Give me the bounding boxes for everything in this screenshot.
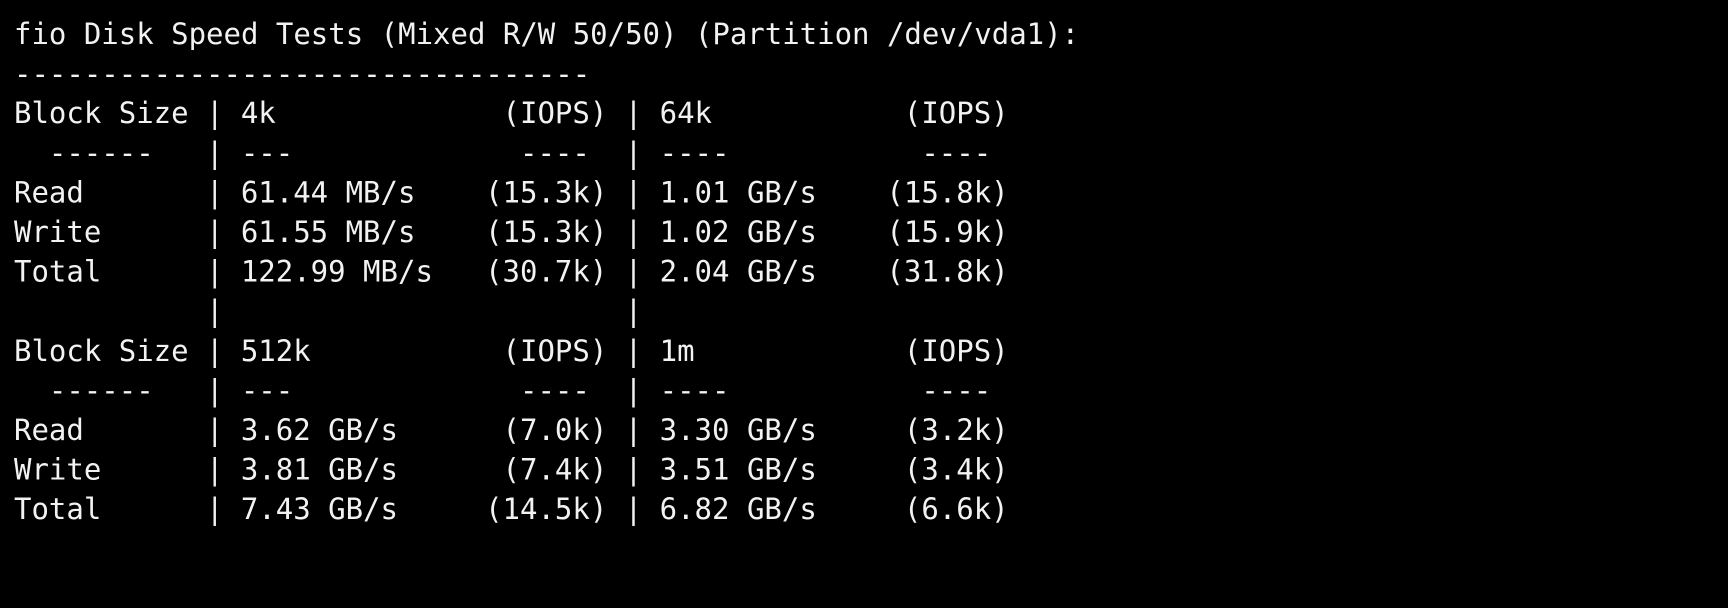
iops-value: (15.9k)	[886, 215, 1008, 249]
iops-value: (7.0k)	[503, 413, 608, 447]
column-header: 1m	[660, 334, 695, 368]
separator: |	[625, 255, 642, 289]
dash-underline: ------	[49, 373, 154, 407]
iops-value: (30.7k)	[485, 255, 607, 289]
separator: |	[625, 334, 642, 368]
iops-value: (7.4k)	[503, 453, 608, 487]
iops-value: (14.5k)	[485, 492, 607, 526]
throughput-value: 1.01 GB/s	[660, 175, 817, 209]
iops-value: (15.3k)	[485, 215, 607, 249]
throughput-value: 61.55 MB/s	[241, 215, 416, 249]
throughput-value: 3.51 GB/s	[660, 453, 817, 487]
dash-underline: ----	[660, 373, 730, 407]
column-header: (IOPS)	[904, 334, 1009, 368]
throughput-value: 7.43 GB/s	[241, 492, 398, 526]
separator: |	[206, 413, 223, 447]
throughput-value: 3.30 GB/s	[660, 413, 817, 447]
separator: |	[625, 373, 642, 407]
throughput-value: 3.62 GB/s	[241, 413, 398, 447]
iops-value: (31.8k)	[886, 255, 1008, 289]
separator: |	[206, 255, 223, 289]
separator: |	[625, 96, 642, 130]
separator: |	[206, 96, 223, 130]
dash-underline: ----	[921, 136, 991, 170]
separator: |	[625, 136, 642, 170]
dash-underline: ----	[520, 136, 590, 170]
separator: |	[206, 215, 223, 249]
separator: |	[206, 492, 223, 526]
separator: |	[206, 453, 223, 487]
throughput-value: 61.44 MB/s	[241, 175, 416, 209]
separator: |	[206, 175, 223, 209]
row-label: Block Size	[14, 96, 189, 130]
iops-value: (6.6k)	[904, 492, 1009, 526]
title: fio Disk Speed Tests (Mixed R/W 50/50) (…	[14, 17, 1079, 51]
iops-value: (3.2k)	[904, 413, 1009, 447]
column-header: 64k	[660, 96, 713, 130]
row-label: Read	[14, 175, 84, 209]
separator: |	[625, 492, 642, 526]
column-header: 4k	[241, 96, 276, 130]
separator: |	[625, 453, 642, 487]
separator: |	[206, 136, 223, 170]
row-label: Read	[14, 413, 84, 447]
dash-underline: ----	[660, 136, 730, 170]
throughput-value: 122.99 MB/s	[241, 255, 433, 289]
separator: |	[206, 334, 223, 368]
separator: |	[206, 373, 223, 407]
separator: |	[625, 175, 642, 209]
column-header: (IOPS)	[503, 96, 608, 130]
rule: ---------------------------------	[14, 57, 590, 91]
column-header: (IOPS)	[503, 334, 608, 368]
iops-value: (3.4k)	[904, 453, 1009, 487]
row-label: Write	[14, 215, 101, 249]
iops-value: (15.8k)	[886, 175, 1008, 209]
row-label: Total	[14, 492, 101, 526]
separator: |	[206, 294, 223, 328]
throughput-value: 6.82 GB/s	[660, 492, 817, 526]
throughput-value: 1.02 GB/s	[660, 215, 817, 249]
column-header: 512k	[241, 334, 311, 368]
row-label: Write	[14, 453, 101, 487]
throughput-value: 2.04 GB/s	[660, 255, 817, 289]
iops-value: (15.3k)	[485, 175, 607, 209]
separator: |	[625, 294, 642, 328]
dash-underline: ----	[921, 373, 991, 407]
dash-underline: ---	[241, 136, 293, 170]
throughput-value: 3.81 GB/s	[241, 453, 398, 487]
dash-underline: ----	[520, 373, 590, 407]
dash-underline: ---	[241, 373, 293, 407]
row-label: Block Size	[14, 334, 189, 368]
dash-underline: ------	[49, 136, 154, 170]
separator: |	[625, 215, 642, 249]
column-header: (IOPS)	[904, 96, 1009, 130]
separator: |	[625, 413, 642, 447]
row-label: Total	[14, 255, 101, 289]
